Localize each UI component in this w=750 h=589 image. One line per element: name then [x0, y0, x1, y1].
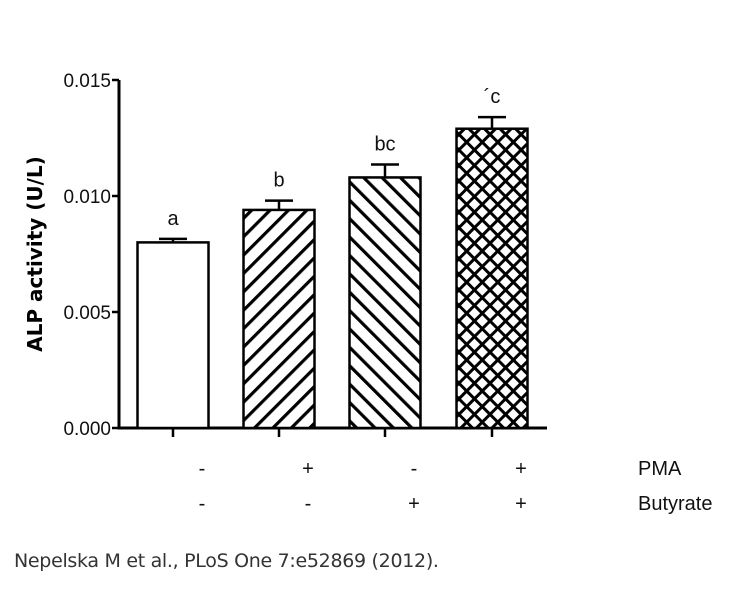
- treatment-sign: +: [515, 493, 527, 515]
- treatment-sign: -: [199, 493, 206, 515]
- bar: [348, 176, 422, 430]
- treatment-sign: +: [408, 493, 420, 515]
- treatment-row-label: Butyrate: [638, 493, 712, 515]
- bar: [455, 127, 529, 430]
- treatment-sign: +: [302, 458, 314, 480]
- treatment-sign: +: [515, 458, 527, 480]
- significance-label: ´c: [484, 86, 501, 108]
- treatment-sign: -: [305, 493, 312, 515]
- y-tick-label: 0.015: [63, 71, 111, 92]
- significance-label: a: [167, 208, 179, 230]
- treatment-sign: -: [411, 458, 418, 480]
- treatment-sign: -: [199, 458, 206, 480]
- y-axis-label: ALP activity (U/L): [23, 156, 47, 352]
- treatment-row-label: PMA: [638, 458, 682, 480]
- bar: [136, 241, 210, 430]
- y-tick-label: 0.010: [63, 187, 111, 208]
- y-tick-label: 0.005: [63, 303, 111, 324]
- significance-label: bc: [374, 133, 395, 155]
- significance-label: b: [273, 170, 284, 192]
- y-tick-label: 0.000: [63, 419, 111, 440]
- bar: [242, 208, 316, 430]
- citation: Nepelska M et al., PLoS One 7:e52869 (20…: [14, 550, 439, 572]
